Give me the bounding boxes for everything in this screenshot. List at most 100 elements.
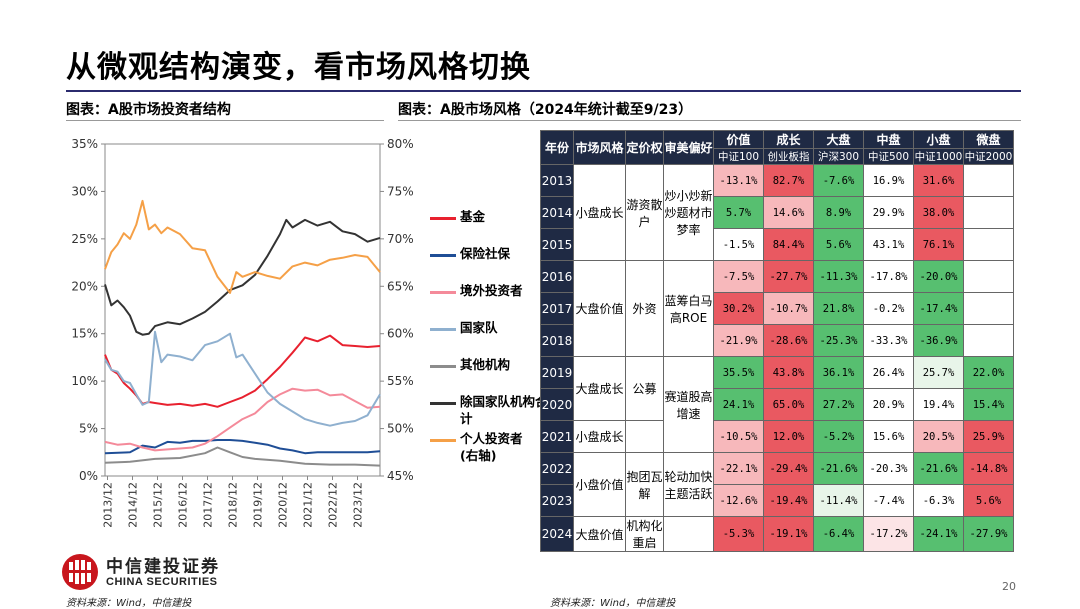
legend-item: 基金 (430, 208, 545, 245)
value-cell: -19.1% (763, 516, 814, 552)
year-cell: 2024 (540, 516, 574, 552)
pricing-cell: 外资 (625, 260, 664, 357)
value-cell: 29.9% (863, 196, 914, 229)
value-cell: -24.1% (913, 516, 964, 552)
value-cell: -27.9% (963, 516, 1014, 552)
right-axis-tick-label: 55% (387, 374, 414, 388)
table-header-cell: 成长 (763, 130, 814, 149)
value-cell (963, 292, 1014, 325)
year-cell: 2023 (540, 484, 574, 517)
style-cell: 小盘成长 (573, 164, 626, 261)
aesthetic-cell: 赛道股高增速 (663, 356, 714, 453)
right-axis-tick-label: 50% (387, 422, 414, 436)
legend-item: 境外投资者 (430, 282, 545, 319)
aesthetic-cell: 轮动加快主题活跃 (663, 452, 714, 517)
series-line-4 (104, 446, 381, 467)
value-cell: 22.0% (963, 356, 1014, 389)
left-axis-tick-label: 5% (79, 422, 98, 436)
value-cell: 21.8% (813, 292, 864, 325)
table-header-cell: 大盘 (813, 130, 864, 149)
value-cell: 14.6% (763, 196, 814, 229)
value-cell: 26.4% (863, 356, 914, 389)
table-subheader-cell: 中证500 (863, 148, 914, 165)
x-axis-tick-label: 2022/12 (327, 482, 340, 528)
table-row: 2019 大盘成长 公募 赛道股高增速 35.5% 43.8% 36.1% 26.4% 25.7… (540, 356, 1014, 453)
page-title: 从微观结构演变，看市场风格切换 (66, 50, 531, 85)
legend-label: 除国家队机构合计 (460, 394, 548, 426)
pricing-cell: 抱团瓦解 (625, 452, 664, 517)
year-cell: 2018 (540, 324, 574, 357)
aesthetic-cell: 炒小炒新炒题材市梦率 (663, 164, 714, 261)
x-axis-tick-label: 2015/12 (152, 482, 165, 528)
series-line-6 (104, 199, 381, 294)
value-cell: -29.4% (763, 452, 814, 485)
legend-swatch (430, 439, 456, 442)
legend-item: 国家队 (430, 319, 545, 356)
year-cell: 2013 (540, 164, 574, 197)
legend-label: 保险社保 (460, 246, 511, 261)
table-subheader-cell: 沪深300 (813, 148, 864, 165)
value-cell (963, 260, 1014, 293)
x-axis-tick-label: 2021/12 (302, 482, 315, 528)
value-cell: -11.4% (813, 484, 864, 517)
pricing-cell: 公募 (625, 356, 664, 421)
value-cell: 43.1% (863, 228, 914, 261)
value-cell: 5.6% (963, 484, 1014, 517)
legend-swatch (430, 402, 456, 405)
value-cell: -21.6% (813, 452, 864, 485)
left-axis-tick-label: 30% (71, 184, 98, 198)
year-cell: 2019 (540, 356, 574, 389)
value-cell: -11.3% (813, 260, 864, 293)
left-axis-tick-label: 35% (71, 137, 98, 151)
table-row: 2022 小盘价值 抱团瓦解 轮动加快主题活跃 -22.1% -29.4% -21.6% -2… (540, 452, 1014, 517)
value-cell: -17.2% (863, 516, 914, 552)
value-cell: -12.6% (713, 484, 764, 517)
pricing-cell: 游资散户 (625, 164, 664, 261)
left-caption: 图表：A股市场投资者结构 (66, 102, 231, 118)
value-cell: -5.3% (713, 516, 764, 552)
market-style-table: 年份 市场风格 定价权 审美偏好 价值 成长 大盘 中盘 小盘 微盘 中证100 创业板指 沪深300 中… (540, 130, 1014, 552)
year-cell: 2014 (540, 196, 574, 229)
legend-label-suffix: (右轴) (460, 448, 497, 463)
legend-label: 其他机构 (460, 357, 511, 372)
table-header-cell: 定价权 (625, 130, 664, 165)
table-row: 2021 小盘成长 -10.5% 12.0% -5.2% 15.6% 20.5% 25.9% (540, 420, 1014, 453)
value-cell: 25.7% (913, 356, 964, 389)
left-axis-tick-label: 15% (71, 327, 98, 341)
style-cell: 大盘价值 (573, 260, 626, 357)
style-cell: 大盘成长 (573, 356, 626, 421)
pricing-cell: 机构化重启 (625, 516, 664, 552)
right-axis-tick-label: 70% (387, 232, 414, 246)
x-axis-tick-label: 2017/12 (202, 482, 215, 528)
value-cell: 16.9% (863, 164, 914, 197)
x-axis-tick-label: 2016/12 (177, 482, 190, 528)
value-cell: 36.1% (813, 356, 864, 389)
table-row: 2018 -21.9% -28.6% -25.3% -33.3% -36.9% (540, 324, 1014, 357)
value-cell: -36.9% (913, 324, 964, 357)
right-axis-tick-label: 65% (387, 279, 414, 293)
value-cell: 19.4% (913, 388, 964, 421)
series-line-2 (104, 387, 381, 452)
logo-mark-icon (62, 554, 98, 590)
year-cell: 2016 (540, 260, 574, 293)
value-cell: -17.4% (913, 292, 964, 325)
left-caption-divider (66, 120, 384, 121)
table-subheader-cell: 中证2000 (963, 148, 1014, 165)
value-cell: -6.3% (913, 484, 964, 517)
value-cell: -14.8% (963, 452, 1014, 485)
table-header-cell: 微盘 (963, 130, 1014, 149)
legend-label: 境外投资者 (460, 283, 523, 298)
chart-legend: 基金 保险社保 境外投资者 国家队 其他机构 除国家队机构合计 个人投资者 (右轴) (430, 208, 548, 467)
value-cell: 31.6% (913, 164, 964, 197)
page-number: 20 (1002, 580, 1016, 593)
table-header-cell: 年份 (540, 130, 574, 165)
table-row: 2020 24.1% 65.0% 27.2% 20.9% 19.4% 15.4% (540, 388, 1014, 421)
right-caption-divider (398, 120, 1021, 121)
value-cell: -13.1% (713, 164, 764, 197)
value-cell: -5.2% (813, 420, 864, 453)
x-axis-tick-label: 2014/12 (127, 482, 140, 528)
legend-item: 除国家队机构合计 (430, 393, 548, 430)
left-axis-tick-label: 0% (79, 469, 98, 483)
year-cell: 2017 (540, 292, 574, 325)
table-subheader-cell: 创业板指 (763, 148, 814, 165)
